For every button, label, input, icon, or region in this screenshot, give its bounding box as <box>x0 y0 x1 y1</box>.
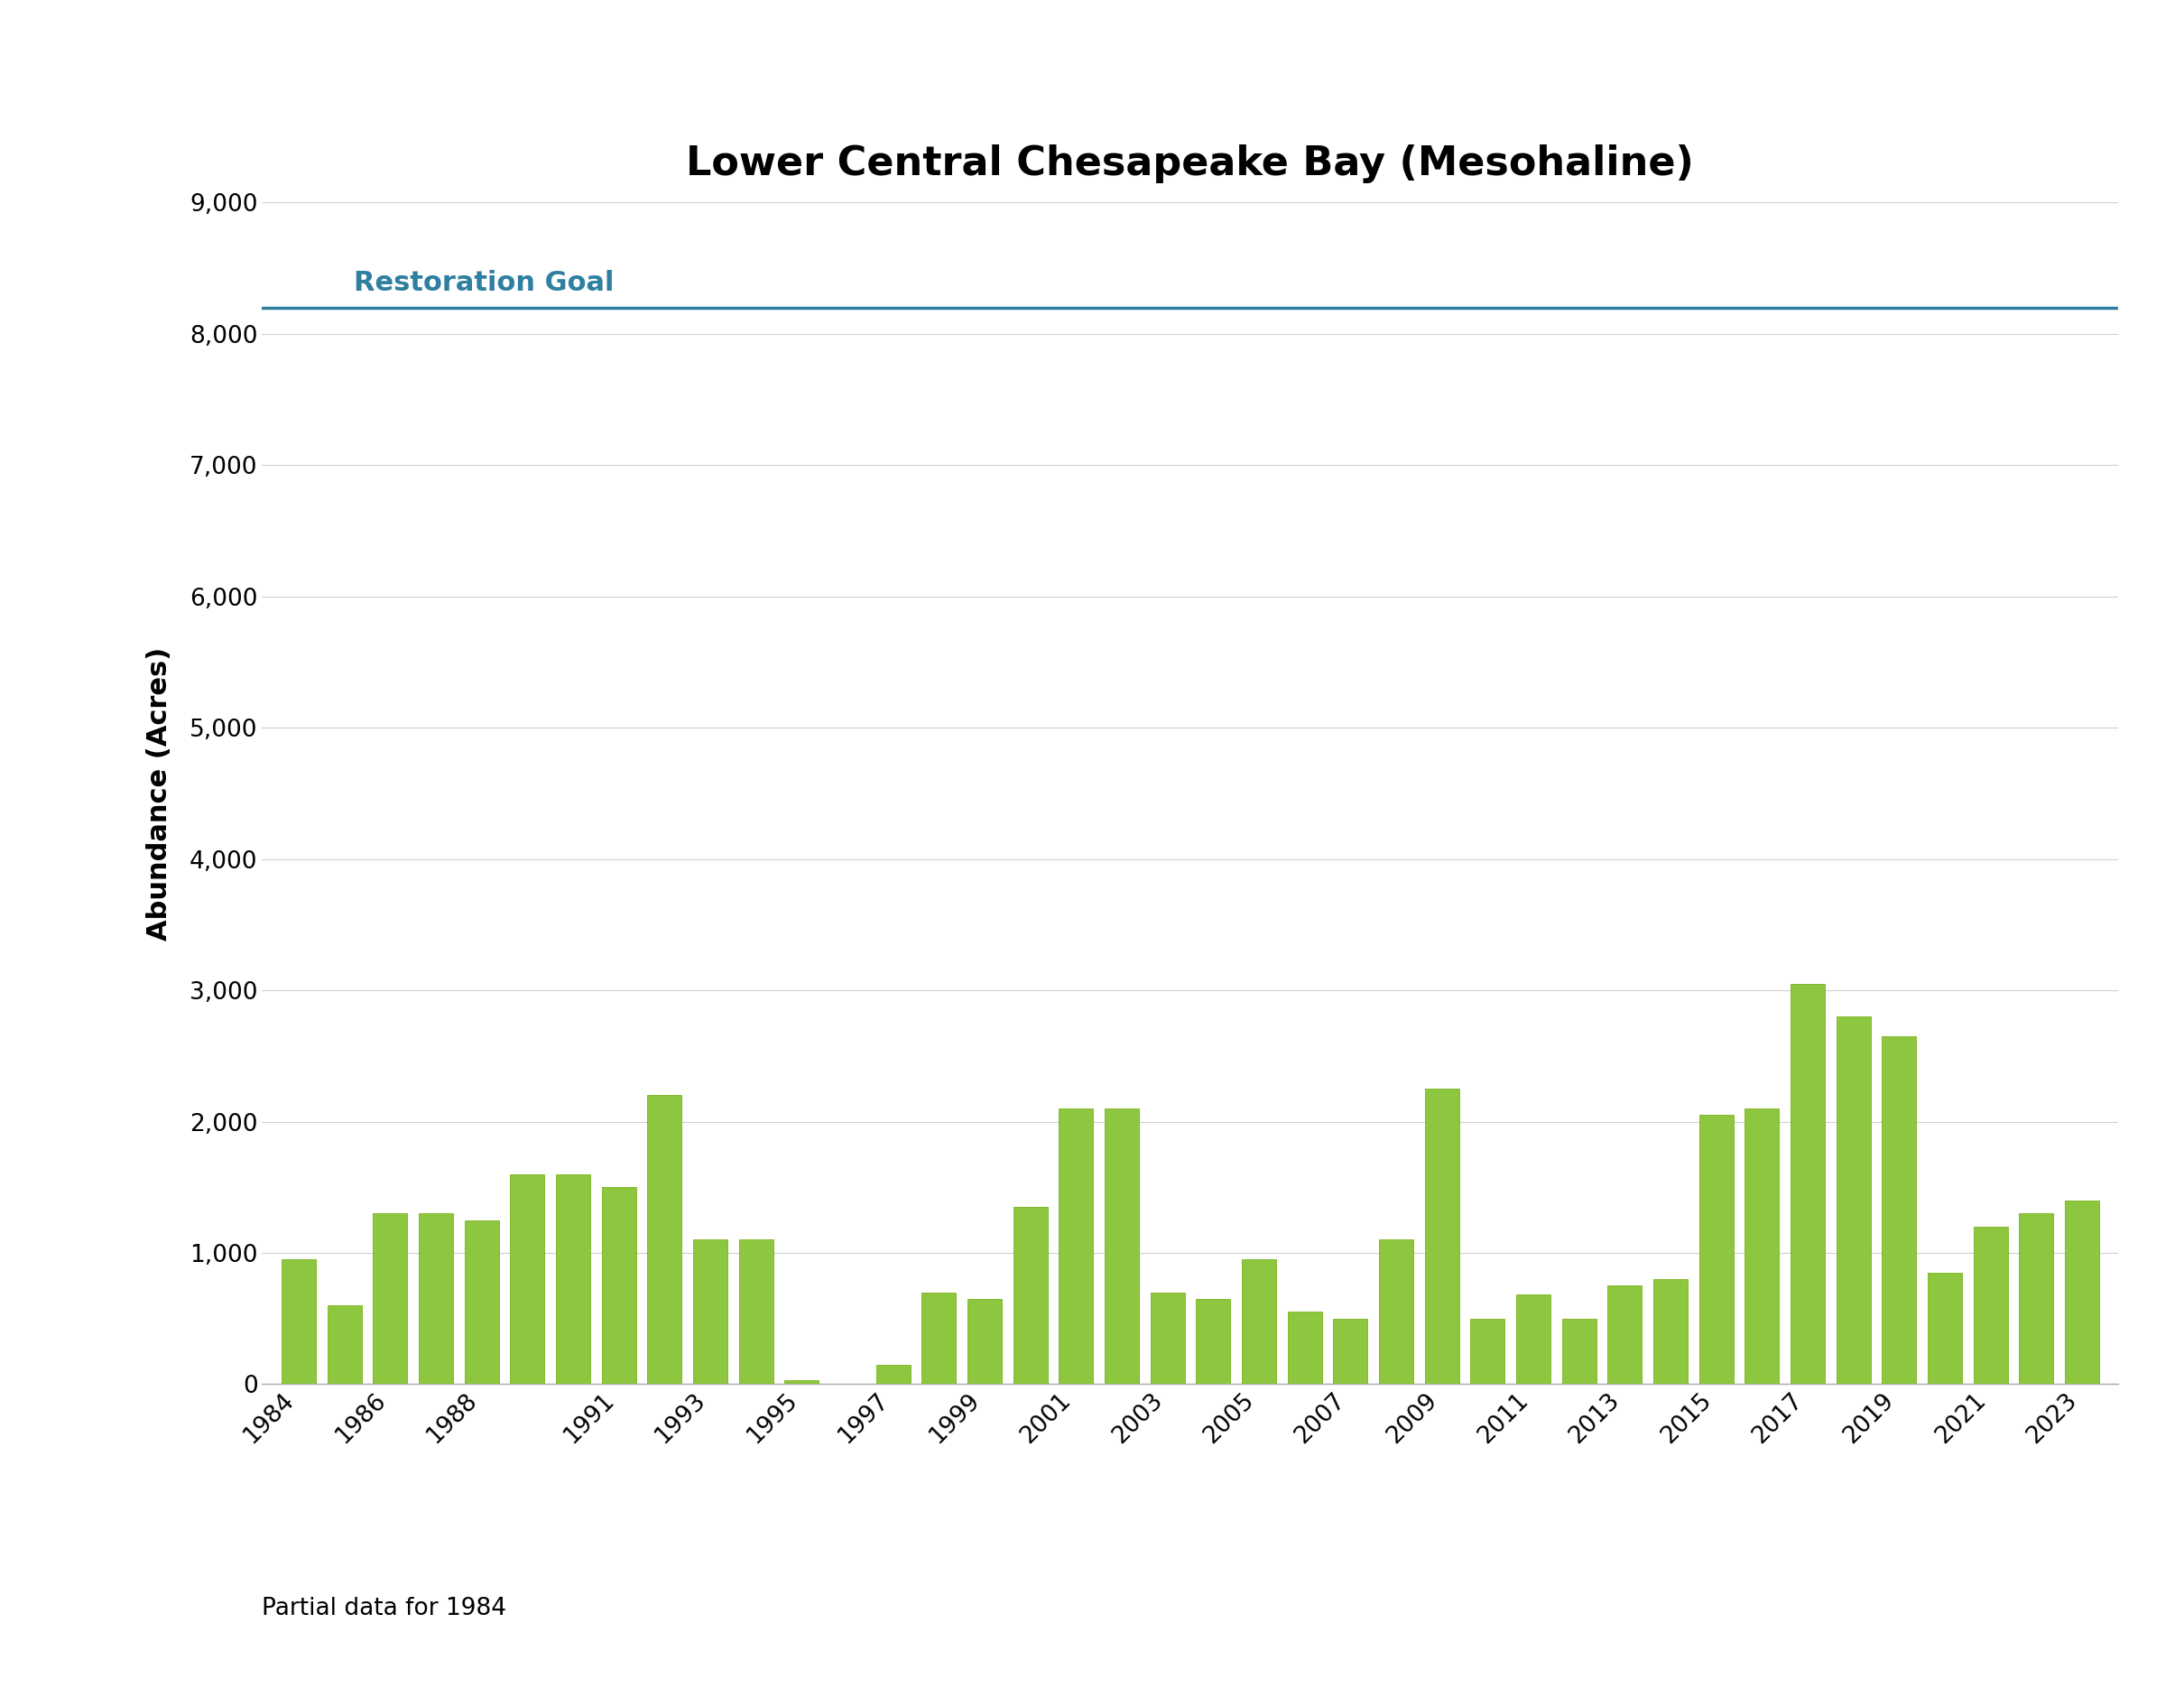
Bar <box>328 1305 363 1384</box>
Bar <box>1974 1227 2007 1384</box>
Bar <box>511 1175 544 1384</box>
Bar <box>1928 1273 1961 1384</box>
Bar <box>1791 984 1824 1384</box>
Bar <box>1837 1016 1870 1384</box>
Bar <box>2018 1214 2053 1384</box>
Bar <box>1745 1109 1780 1384</box>
Bar <box>1653 1280 1688 1384</box>
Bar <box>1151 1293 1184 1384</box>
Bar <box>282 1259 317 1384</box>
Bar <box>1424 1089 1459 1384</box>
Bar <box>646 1096 681 1384</box>
Bar <box>1013 1207 1048 1384</box>
Bar <box>738 1239 773 1384</box>
Bar <box>1059 1109 1094 1384</box>
Bar <box>692 1239 727 1384</box>
Bar <box>419 1214 452 1384</box>
Bar <box>876 1364 911 1384</box>
Bar <box>1562 1318 1597 1384</box>
Bar <box>1699 1116 1734 1384</box>
Bar <box>1378 1239 1413 1384</box>
Bar <box>1243 1259 1275 1384</box>
Bar <box>968 1298 1002 1384</box>
Bar <box>1883 1036 1915 1384</box>
Bar <box>1607 1286 1642 1384</box>
Text: Partial data for 1984: Partial data for 1984 <box>262 1597 507 1620</box>
Bar <box>465 1220 498 1384</box>
Bar <box>922 1293 957 1384</box>
Y-axis label: Abundance (Acres): Abundance (Acres) <box>146 647 173 940</box>
Bar <box>1332 1318 1367 1384</box>
Text: Restoration Goal: Restoration Goal <box>354 270 614 295</box>
Bar <box>373 1214 406 1384</box>
Bar <box>1105 1109 1138 1384</box>
Bar <box>1286 1312 1321 1384</box>
Bar <box>1516 1295 1551 1384</box>
Bar <box>1197 1298 1230 1384</box>
Title: Lower Central Chesapeake Bay (Mesohaline): Lower Central Chesapeake Bay (Mesohaline… <box>686 143 1695 182</box>
Bar <box>784 1381 819 1384</box>
Bar <box>601 1187 636 1384</box>
Bar <box>1470 1318 1505 1384</box>
Bar <box>557 1175 590 1384</box>
Bar <box>2064 1200 2099 1384</box>
